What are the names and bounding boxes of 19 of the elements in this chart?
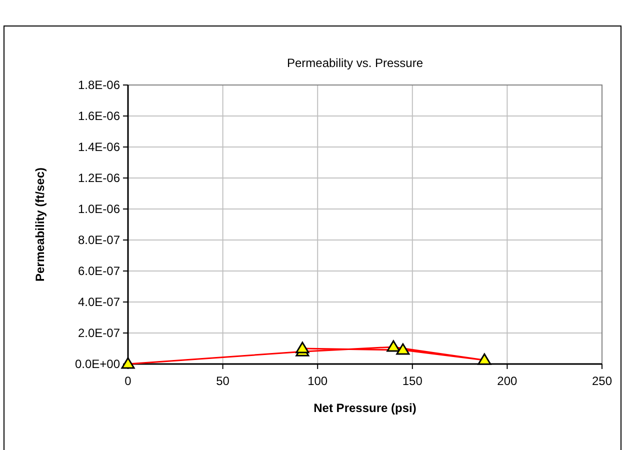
y-tick-label: 0.0E+00 <box>74 357 120 371</box>
x-tick-label: 100 <box>308 374 328 388</box>
y-tick-label: 1.2E-06 <box>78 171 120 185</box>
x-tick-label: 150 <box>402 374 423 388</box>
x-tick-label: 0 <box>124 374 132 388</box>
y-tick-label: 1.4E-06 <box>78 140 120 154</box>
x-tick-label: 200 <box>497 374 518 388</box>
y-axis-title: Permeability (ft/sec) <box>33 167 47 282</box>
y-tick-label: 8.0E-07 <box>78 233 120 247</box>
x-tick-label: 250 <box>592 374 612 388</box>
y-tick-label: 2.0E-07 <box>78 326 120 340</box>
y-tick-label: 1.8E-06 <box>78 78 120 92</box>
y-tick-label: 1.6E-06 <box>78 109 120 123</box>
y-tick-label: 1.0E-06 <box>78 202 120 216</box>
x-axis-title: Net Pressure (psi) <box>314 401 416 415</box>
x-tick-label: 50 <box>216 374 230 388</box>
y-tick-label: 6.0E-07 <box>78 264 120 278</box>
y-tick-label: 4.0E-07 <box>78 295 120 309</box>
chart-title: Permeability vs. Pressure <box>286 56 424 70</box>
